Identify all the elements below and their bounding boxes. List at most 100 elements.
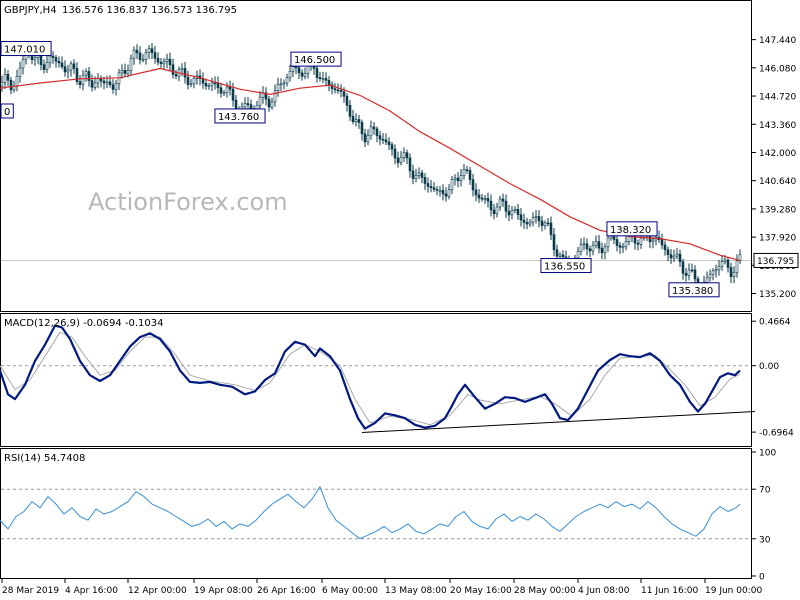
candle-body [66,69,70,73]
rsi-panel-frame [0,448,752,579]
candle-body [108,81,112,86]
candle-body [477,194,481,199]
candle-body [600,247,604,254]
price-y-tick-label: 147.440 [759,36,796,46]
candle-body [690,269,694,272]
candle-body [243,103,247,108]
candle-body [210,82,214,86]
candle-body [282,82,286,85]
candle-body [417,172,421,176]
candle-body [315,68,319,78]
candle-body [21,59,25,69]
price-label-box [290,51,342,67]
price-label-box [540,258,592,274]
candle-body [450,179,454,191]
price-label-box [0,41,52,57]
candle-body [603,246,607,254]
candle-body [165,58,169,62]
candle-body [180,68,184,70]
candle-body [426,183,430,187]
candle-body [228,86,232,90]
candle-body [114,83,118,90]
moving-average-line [0,67,741,261]
candle-body [30,55,34,61]
x-tick-label: 12 Apr 00:00 [128,586,187,596]
candle-body [423,177,427,184]
candle-body [504,200,508,212]
candle-body [729,267,733,277]
candle-body [705,277,709,283]
candle-body [288,71,292,79]
candle-body [285,77,289,84]
candle-body [78,81,82,85]
candle-body [81,74,85,85]
candle-body [357,119,361,123]
candle-body [339,90,343,92]
candle-body [537,216,541,222]
rsi-y-tick-label: 0 [759,573,765,583]
candle-body [150,48,154,53]
candle-body [6,74,10,81]
price-y-tick-label: 144.720 [759,93,796,103]
watermark: ActionForex.com [88,188,288,216]
candle-body [39,55,43,65]
candle-body [597,241,601,249]
candle-body [558,254,562,257]
candle-body [618,245,622,248]
candle-body [123,69,127,74]
candle-body [267,98,271,108]
price-y-tick-label: 135.200 [759,290,796,300]
candle-body [402,152,406,158]
x-tick-label: 19 Jun 00:00 [705,586,762,596]
candle-body [732,272,736,277]
macd-trendline [361,411,756,433]
candle-body [396,157,400,163]
candle-body [651,239,655,243]
price-label-box [668,282,720,298]
candle-body [501,198,505,202]
candle-body [648,235,652,243]
candle-body [552,234,556,251]
candle-body [381,138,385,141]
candle-body [723,259,727,262]
macd-series-layer [0,324,756,433]
candle-body [126,70,130,74]
price-label-146-500: 146.500 [290,51,342,67]
candle-body [438,189,442,192]
candle-body [408,157,412,172]
candle-body [522,219,526,223]
candle-body [666,249,670,255]
candle-body [159,61,163,65]
rsi-y-tick-label: 30 [759,535,771,545]
price-label-text: 138.320 [610,225,651,236]
price-label-143-760: 143.760 [214,108,266,124]
candle-body [72,63,76,69]
candle-body [435,189,439,191]
candle-body [327,80,331,85]
candle-body [57,61,61,64]
rsi-series-layer [0,486,751,540]
x-tick-label: 11 Jun 16:00 [641,586,698,596]
candle-body [441,189,445,195]
candle-body [519,214,523,221]
candle-body [141,59,145,61]
candle-body [258,96,262,106]
candle-body [459,175,463,182]
price-header-ohlc: 136.576 136.837 136.573 136.795 [62,5,237,16]
candle-body [684,272,688,276]
candle-body [132,49,136,59]
candle-body [174,74,178,77]
candle-body [162,61,166,65]
x-tick-label: 13 May 08:00 [385,586,447,596]
candle-body [192,78,196,85]
candle-body [591,245,595,252]
candle-body [351,116,355,122]
price-panel-frame [0,0,752,312]
candle-body [249,104,253,109]
candle-body [168,58,172,66]
candle-body [444,193,448,197]
candle-body [90,80,94,88]
candle-body [135,49,139,54]
candle-body [186,76,190,85]
